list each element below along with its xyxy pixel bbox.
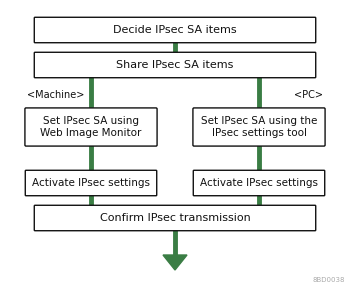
FancyBboxPatch shape: [193, 108, 325, 146]
Text: <Machine>: <Machine>: [27, 90, 84, 100]
Text: Share IPsec SA items: Share IPsec SA items: [116, 60, 234, 70]
Text: Activate IPsec settings: Activate IPsec settings: [32, 178, 150, 188]
FancyBboxPatch shape: [34, 205, 316, 231]
FancyBboxPatch shape: [25, 170, 157, 196]
Text: 8BD0038: 8BD0038: [313, 277, 345, 283]
Text: Set IPsec SA using
Web Image Monitor: Set IPsec SA using Web Image Monitor: [40, 116, 142, 138]
Text: Activate IPsec settings: Activate IPsec settings: [200, 178, 318, 188]
Polygon shape: [163, 255, 187, 270]
Text: Confirm IPsec transmission: Confirm IPsec transmission: [100, 213, 250, 223]
FancyBboxPatch shape: [34, 17, 316, 43]
FancyBboxPatch shape: [34, 52, 316, 78]
FancyBboxPatch shape: [25, 108, 157, 146]
Text: Decide IPsec SA items: Decide IPsec SA items: [113, 25, 237, 35]
FancyBboxPatch shape: [193, 170, 325, 196]
Text: <PC>: <PC>: [294, 90, 323, 100]
Text: Set IPsec SA using the
IPsec settings tool: Set IPsec SA using the IPsec settings to…: [201, 116, 317, 138]
